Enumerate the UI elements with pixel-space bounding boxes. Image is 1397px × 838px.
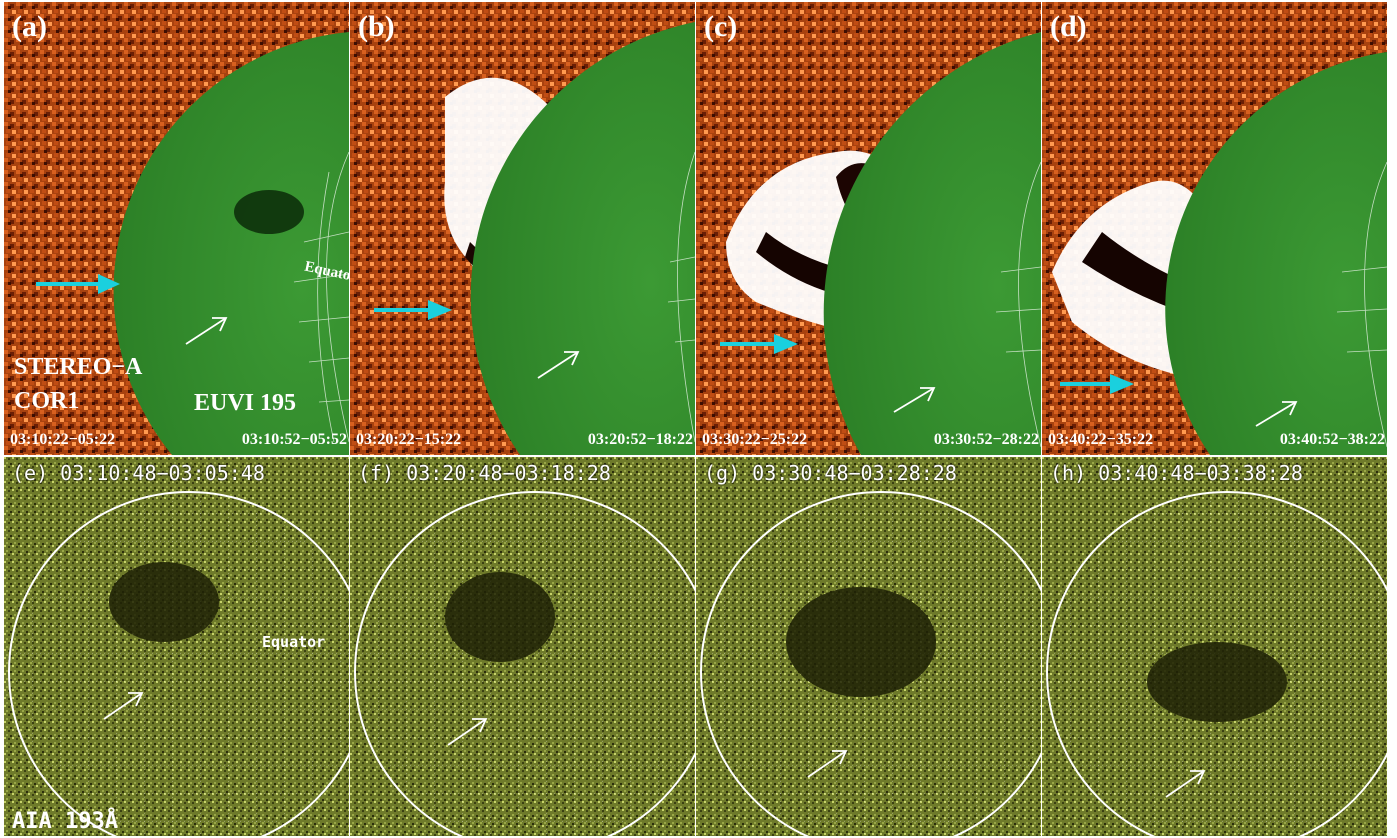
panel-e: (e) 03:10:48−03:05:48 Equator AIA 193Å: [4, 457, 349, 836]
panel-d-label: (d): [1050, 10, 1087, 43]
aia-193-label: AIA 193Å: [12, 809, 118, 834]
panel-c: (c) 03:30:22−25:22 03:30:52−28:22: [696, 2, 1041, 455]
panel-b-image: [350, 2, 695, 455]
panel-f-label: (f): [358, 461, 395, 485]
panel-a-euvi-time: 03:10:52−05:52: [241, 431, 347, 448]
panel-d-cor1-time: 03:40:22−35:22: [1048, 431, 1154, 448]
panel-c-image: [696, 2, 1041, 455]
panel-e-label: (e): [12, 461, 49, 485]
panel-b: (b) 03:20:22−15:22 03:20:52−18:22: [350, 2, 695, 455]
panel-d: (d) 03:40:22−35:22 03:40:52−38:22: [1042, 2, 1387, 455]
panel-g-time: 03:30:48−03:28:28: [752, 461, 957, 485]
cor1-label: COR1: [14, 388, 80, 414]
panel-c-euvi-time: 03:30:52−28:22: [933, 431, 1039, 448]
panel-f-time: 03:20:48−03:18:28: [406, 461, 611, 485]
panel-g-title: (g) 03:30:48−03:28:28: [704, 461, 957, 485]
stereo-a-label: STEREO−A: [14, 354, 143, 380]
panel-h-image: [1042, 457, 1387, 836]
panel-e-image: [4, 457, 349, 836]
panel-h-time: 03:40:48−03:38:28: [1098, 461, 1303, 485]
panel-b-label: (b): [358, 10, 395, 43]
panel-c-cor1-time: 03:30:22−25:22: [702, 431, 808, 448]
panel-a-cor1-time: 03:10:22−05:22: [10, 431, 116, 448]
panel-d-euvi-time: 03:40:52−38:22: [1279, 431, 1385, 448]
panel-a-image: [4, 2, 349, 455]
panel-c-label: (c): [704, 10, 738, 43]
panel-b-cor1-time: 03:20:22−15:22: [356, 431, 462, 448]
panel-e-time: 03:10:48−03:05:48: [60, 461, 265, 485]
panel-a-label: (a): [12, 10, 47, 43]
panel-g: (g) 03:30:48−03:28:28: [696, 457, 1041, 836]
panel-a: (a) STEREO−A COR1 EUVI 195 Equator 03:10…: [4, 2, 349, 455]
panel-d-image: [1042, 2, 1387, 455]
equator-label-bottom: Equator: [262, 633, 326, 651]
euvi-195-label: EUVI 195: [194, 390, 297, 416]
panel-h: (h) 03:40:48−03:38:28: [1042, 457, 1387, 836]
panel-h-label: (h): [1050, 461, 1087, 485]
panel-b-euvi-time: 03:20:52−18:22: [587, 431, 693, 448]
panel-e-title: (e) 03:10:48−03:05:48: [12, 461, 265, 485]
panel-f: (f) 03:20:48−03:18:28: [350, 457, 695, 836]
panel-h-title: (h) 03:40:48−03:38:28: [1050, 461, 1303, 485]
panel-g-label: (g): [704, 461, 741, 485]
panel-f-title: (f) 03:20:48−03:18:28: [358, 461, 611, 485]
panel-f-image: [350, 457, 695, 836]
panel-g-image: [696, 457, 1041, 836]
